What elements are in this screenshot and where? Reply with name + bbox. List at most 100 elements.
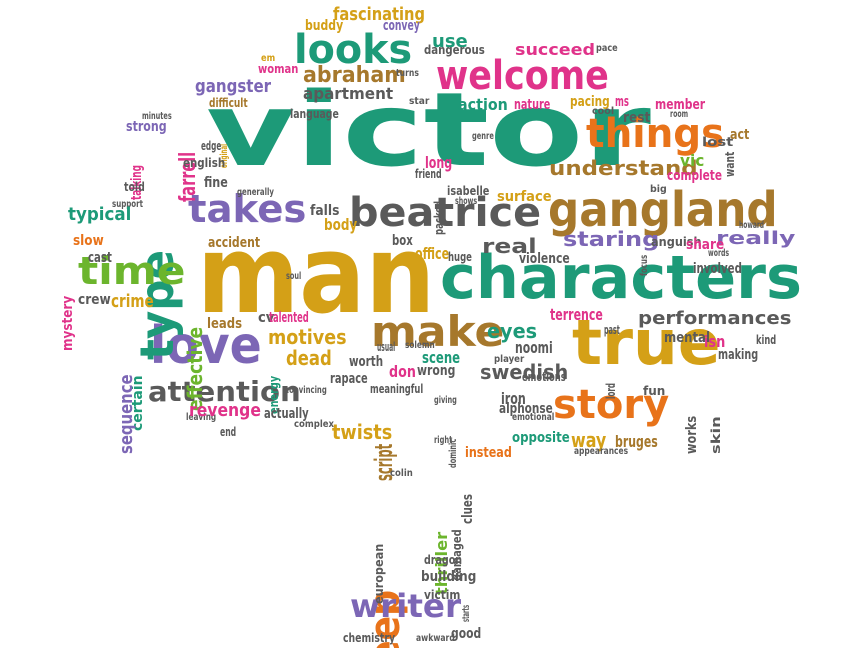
word: howard — [739, 220, 765, 231]
word: lord — [604, 383, 618, 399]
word: fascinating — [333, 4, 425, 25]
word: complete — [667, 168, 722, 184]
word: isabelle — [447, 184, 490, 198]
word: works — [684, 415, 700, 454]
word: real — [482, 234, 537, 258]
word: falls — [310, 203, 340, 219]
word: make — [371, 307, 505, 356]
word: english — [183, 156, 226, 170]
word: complex — [294, 419, 335, 430]
word: turns — [396, 68, 419, 79]
word: convey — [383, 18, 420, 34]
word: em — [261, 53, 276, 64]
word: european — [372, 543, 386, 604]
word: nature — [514, 97, 551, 113]
word: skin — [709, 416, 723, 454]
word: making — [718, 347, 759, 363]
word: appearances — [574, 446, 629, 457]
word: starts — [461, 604, 472, 622]
word: office — [415, 244, 450, 263]
word: good — [451, 626, 482, 642]
word: cv — [258, 310, 275, 326]
word: actually — [264, 406, 309, 422]
word: characters — [440, 243, 802, 313]
word: told — [124, 180, 145, 194]
word: packed — [432, 200, 446, 235]
word: fine — [204, 175, 228, 191]
word: clues — [460, 494, 476, 524]
word: worth — [349, 354, 384, 370]
word: rest — [623, 110, 651, 126]
word: opposite — [512, 430, 570, 446]
word: alphonse — [499, 401, 553, 417]
word: dragon — [424, 553, 463, 567]
word: gangland — [548, 182, 778, 238]
word: body — [324, 215, 358, 234]
word: emotions — [522, 370, 566, 384]
word: meaningful — [370, 382, 424, 396]
word: leads — [207, 316, 243, 332]
word: leaving — [186, 412, 217, 423]
word: way — [571, 428, 607, 452]
word: long — [425, 153, 453, 172]
word: language — [290, 107, 339, 121]
word: right — [434, 435, 453, 446]
word: victor — [206, 71, 651, 190]
word: difficult — [209, 96, 248, 110]
word: act — [730, 127, 750, 143]
word: buddy — [305, 18, 344, 34]
word: colin — [390, 468, 413, 479]
word: wrong — [417, 363, 456, 379]
word: solemn — [405, 340, 435, 351]
word: takes — [188, 187, 307, 231]
word: performances — [638, 308, 792, 329]
word: cast — [88, 250, 112, 266]
word: accident — [208, 235, 261, 251]
word: true — [572, 306, 721, 379]
word: woman — [258, 62, 299, 76]
word: motives — [268, 325, 347, 349]
word: involved — [693, 261, 742, 277]
word: attention — [148, 375, 301, 408]
word: big — [650, 184, 667, 195]
word: soul — [286, 271, 302, 282]
word: violence — [519, 251, 570, 267]
word: action — [458, 95, 508, 114]
word: apartment — [303, 84, 394, 103]
word: use — [432, 31, 468, 52]
word: generally — [237, 187, 274, 198]
word: dominic — [448, 438, 459, 468]
word: want — [723, 151, 737, 177]
word: fun — [643, 384, 666, 398]
word: lost — [702, 135, 734, 149]
word: end — [220, 425, 237, 439]
word: beatrice — [349, 190, 542, 236]
word: words — [708, 248, 730, 259]
word: slow — [73, 233, 104, 249]
word: star — [409, 96, 430, 107]
word: story — [553, 382, 670, 428]
word: member — [655, 97, 706, 113]
word: eyes — [487, 319, 538, 343]
word: things — [586, 111, 725, 157]
word: genre — [472, 131, 494, 142]
word: swedish — [480, 360, 569, 384]
word: mystery — [60, 295, 76, 351]
word: victim — [424, 588, 461, 602]
word: typical — [68, 204, 132, 225]
word: pacing — [570, 94, 610, 110]
word: convincing — [285, 385, 327, 396]
word: cool — [592, 106, 615, 117]
word: player — [494, 354, 525, 365]
word: emotional — [512, 412, 555, 423]
word: time — [78, 249, 186, 293]
word: room — [670, 109, 689, 120]
word: staring — [563, 227, 660, 251]
word: iron — [501, 389, 526, 408]
word: don — [389, 362, 416, 381]
word: love — [150, 316, 262, 376]
word: focus — [639, 254, 650, 276]
word: crime — [111, 291, 154, 312]
word: pace — [596, 43, 618, 54]
